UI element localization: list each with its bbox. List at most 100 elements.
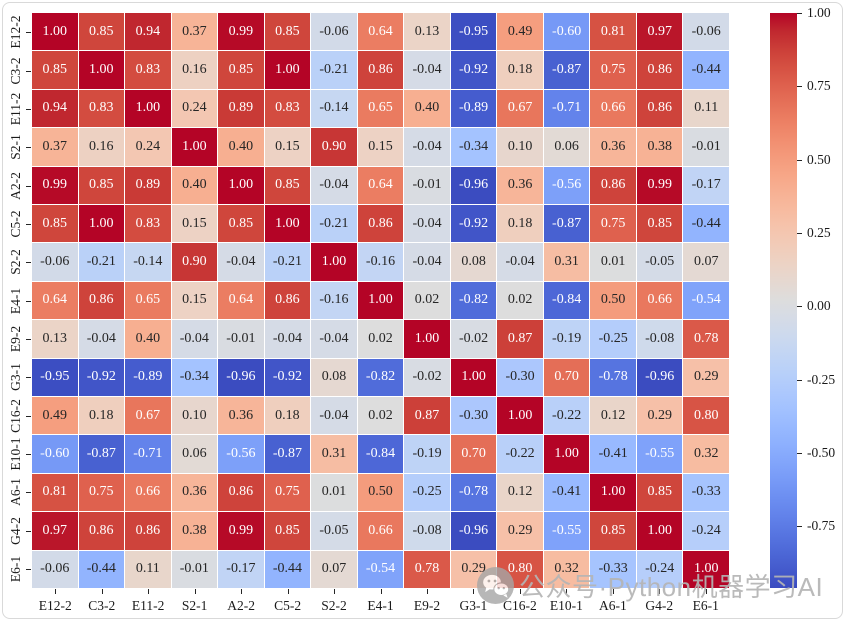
heatmap-cell: 0.02 [357,397,404,435]
heatmap-cell: 0.31 [311,435,357,473]
heatmap-cell: 0.40 [125,320,171,358]
colorbar-tick-label: -0.25 [807,371,836,387]
heatmap-cell: 0.78 [404,550,450,588]
heatmap-cell: 0.36 [590,128,636,166]
heatmap-cell: -0.44 [264,550,311,588]
heatmap-cell: -0.21 [78,243,125,281]
heatmap-cell: 0.29 [497,512,543,550]
heatmap-cell: -0.08 [636,320,683,358]
heatmap-cell: 0.81 [32,473,78,512]
heatmap-cell: -0.04 [311,320,357,358]
heatmap-cell: -0.01 [683,128,729,166]
heatmap-cell: -0.17 [683,166,729,204]
y-axis-tick [26,530,31,532]
heatmap-cell: -0.34 [450,128,497,166]
heatmap-cell: 0.70 [450,435,497,473]
heatmap-cell: 0.86 [264,281,311,320]
col-label-E12-2: E12-2 [38,598,72,613]
y-axis-tick [26,492,31,494]
heatmap-cell: 0.64 [357,166,404,204]
heatmap-cell: 0.89 [125,166,171,204]
x-axis-tick [473,589,475,594]
heatmap-cell: 0.37 [171,13,218,51]
col-label-E10-1: E10-1 [549,598,583,613]
col-label-A6-1: A6-1 [598,598,627,613]
heatmap-cell: -0.19 [543,320,590,358]
heatmap-cell: 0.75 [264,473,311,512]
heatmap-cell: 0.65 [357,89,404,128]
heatmap-cell: 1.00 [171,128,218,166]
heatmap-cell: 0.02 [357,320,404,358]
heatmap-cell: -0.92 [450,51,497,89]
colorbar-tick [797,233,802,235]
heatmap-cell: -0.02 [404,358,450,396]
x-axis-tick [380,589,382,594]
heatmap-cell: 1.00 [590,473,636,512]
heatmap-cell: 0.90 [171,243,218,281]
heatmap-cell: 0.08 [450,243,497,281]
heatmap-cell: 1.00 [264,205,311,243]
row-label-G4-2: G4-2 [8,516,23,545]
col-label-S2-2: S2-2 [321,598,347,613]
heatmap-cell: 0.37 [32,128,78,166]
heatmap-cell: 0.32 [543,550,590,588]
heatmap-cell: 0.06 [543,128,590,166]
heatmap-cell: 0.40 [218,128,264,166]
heatmap-cell: -0.41 [590,435,636,473]
x-axis-tick [566,589,568,594]
row-label-E10-1: E10-1 [8,437,23,471]
heatmap-cell: 0.15 [357,128,404,166]
heatmap-cell: -0.21 [311,51,357,89]
heatmap-cell: -0.04 [264,320,311,358]
heatmap-cell: 0.08 [311,358,357,396]
x-axis-tick [287,589,289,594]
colorbar-tick-label: -0.75 [807,518,836,534]
heatmap-cell: 0.86 [636,51,683,89]
heatmap-cell: 0.40 [404,89,450,128]
row-label-C16-2: C16-2 [8,398,23,433]
heatmap-cell: 0.36 [171,473,218,512]
colorbar-tick-label: -0.50 [807,445,836,461]
heatmap-cell: -0.04 [404,128,450,166]
x-axis-tick [241,589,243,594]
heatmap-cell: 0.75 [590,205,636,243]
heatmap-cell: 0.24 [125,128,171,166]
heatmap-cell: 0.49 [497,13,543,51]
heatmap-cell: 0.99 [32,166,78,204]
heatmap-cell: 0.81 [590,13,636,51]
heatmap-cell: 1.00 [311,243,357,281]
heatmap-cell: -0.05 [636,243,683,281]
col-label-G4-2: G4-2 [645,598,674,613]
row-label-E6-1: E6-1 [8,555,23,582]
heatmap-cell: -0.22 [497,435,543,473]
heatmap-cell: -0.87 [78,435,125,473]
heatmap-cell: 0.99 [218,13,264,51]
heatmap-cell: 0.86 [125,512,171,550]
heatmap-cell: -0.04 [78,320,125,358]
heatmap-cell: -0.89 [450,89,497,128]
heatmap-cell: 0.24 [171,89,218,128]
col-label-E9-2: E9-2 [413,598,441,613]
y-axis-tick [26,185,31,187]
heatmap-cell: 0.38 [636,128,683,166]
heatmap-cell: 0.85 [218,51,264,89]
heatmap-cell: 0.29 [450,550,497,588]
heatmap-cell: 0.18 [78,397,125,435]
heatmap-cell: -0.44 [683,205,729,243]
heatmap-cell: -0.84 [543,281,590,320]
heatmap-cell: -0.89 [125,358,171,396]
x-axis-tick [612,589,614,594]
heatmap-cell: 1.00 [125,89,171,128]
heatmap-cell: -0.33 [683,473,729,512]
col-label-C5-2: C5-2 [274,598,302,613]
heatmap-cell: 0.85 [218,205,264,243]
heatmap-cell: -0.82 [357,358,404,396]
heatmap-cell: -0.01 [218,320,264,358]
heatmap-cell: -0.92 [450,205,497,243]
heatmap-cell: 0.12 [590,397,636,435]
heatmap-cell: 0.85 [264,13,311,51]
heatmap-cell: -0.96 [218,358,264,396]
heatmap-cell: -0.30 [497,358,543,396]
heatmap-cell: -0.60 [543,13,590,51]
heatmap-cell: 0.15 [171,281,218,320]
